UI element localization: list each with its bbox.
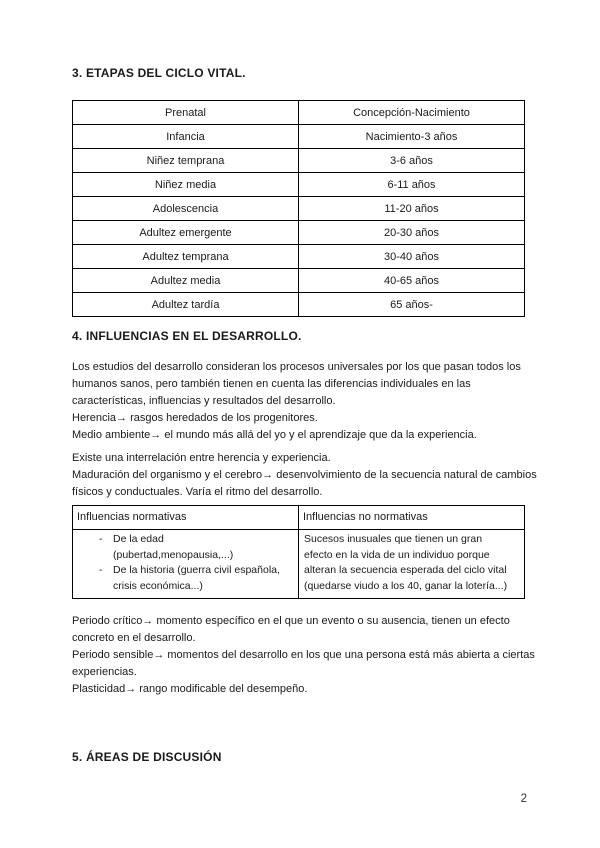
range-cell: 40-65 años [298, 268, 525, 293]
table-row: Adultez temprana 30-40 años [72, 244, 525, 269]
cell-text-line: alteran la secuencia esperada del ciclo … [304, 564, 507, 576]
cell-text-line: efecto en la vida de un individuo porque [304, 548, 490, 561]
influences-table-body: Influencias normativas Influencias no no… [72, 505, 525, 599]
stage-cell: Prenatal [72, 100, 299, 125]
stages-table: Prenatal Concepción-Nacimiento Infancia … [72, 100, 525, 317]
table-row: - De la edad (pubertad,menopausia,...) -… [72, 529, 525, 599]
range-cell: 6-11 años [298, 172, 525, 197]
stage-cell: Niñez media [72, 172, 299, 197]
table-row: Adultez media 40-65 años [72, 268, 525, 293]
section-etapas-heading: 3. ETAPAS DEL CICLO VITAL. [72, 66, 246, 80]
range-cell: 3-6 años [298, 148, 525, 173]
cell-text-line: (quedarse viudo a los 40, ganar la loter… [304, 579, 508, 592]
range-cell: Concepción-Nacimiento [298, 100, 525, 125]
stage-cell: Niñez temprana [72, 148, 299, 173]
stage-cell: Adultez media [72, 268, 299, 293]
paragraph-medio-ambiente: Medio ambiente→ el mundo más allá del yo… [72, 429, 477, 441]
stage-cell: Adultez tardía [72, 292, 299, 317]
list-item: - De la historia (guerra civil española,… [78, 563, 293, 594]
range-cell: 30-40 años [298, 244, 525, 269]
paragraph-herencia: Herencia→ rasgos heredados de los progen… [72, 412, 318, 424]
table-row: Niñez temprana 3-6 años [72, 148, 525, 173]
paragraph-intro: Los estudios del desarrollo consideran l… [72, 361, 521, 407]
range-cell: 11-20 años [298, 196, 525, 221]
normativas-header-cell: Influencias normativas [72, 505, 299, 530]
normativas-cell: - De la edad (pubertad,menopausia,...) -… [72, 529, 299, 599]
range-cell: 20-30 años [298, 220, 525, 245]
table-row: Adultez tardía 65 años- [72, 292, 525, 317]
paragraph-maduracion: Maduración del organismo y el cerebro→ d… [72, 469, 537, 498]
stage-cell: Adultez temprana [72, 244, 299, 269]
stage-cell: Infancia [72, 124, 299, 149]
range-cell: Nacimiento-3 años [298, 124, 525, 149]
table-row: Adolescencia 11-20 años [72, 196, 525, 221]
list-item-line: De la edad [113, 533, 164, 545]
table-row: Infancia Nacimiento-3 años [72, 124, 525, 149]
table-row: Adultez emergente 20-30 años [72, 220, 525, 245]
section-influencias-heading: 4. INFLUENCIAS EN EL DESARROLLO. [72, 329, 302, 343]
list-item-text: De la historia (guerra civil española, c… [113, 563, 293, 594]
dash-bullet-icon: - [99, 564, 103, 576]
paragraph-interrelacion: Existe una interrelación entre herencia … [72, 452, 331, 464]
no-normativas-header-cell: Influencias no normativas [298, 505, 525, 530]
list-item-line: De la historia (guerra civil española, [113, 564, 280, 576]
page-number: 2 [520, 793, 527, 805]
table-row: Niñez media 6-11 años [72, 172, 525, 197]
list-item-line: crisis económica...) [113, 579, 203, 592]
dash-bullet-icon: - [99, 533, 103, 545]
list-item: - De la edad (pubertad,menopausia,...) [78, 532, 293, 563]
list-item-line: (pubertad,menopausia,...) [113, 548, 234, 561]
cell-text-line: Sucesos inusuales que tienen un gran [304, 533, 483, 545]
range-cell: 65 años- [298, 292, 525, 317]
section-areas-heading: 5. ÁREAS DE DISCUSIÓN [72, 750, 222, 764]
influences-table: Influencias normativas Influencias no no… [72, 505, 525, 599]
list-item-text: De la edad (pubertad,menopausia,...) [113, 532, 293, 563]
no-normativas-cell: Sucesos inusuales que tienen un gran efe… [298, 529, 525, 599]
stage-cell: Adultez emergente [72, 220, 299, 245]
paragraph-plasticidad: Plasticidad→ rango modificable del desem… [72, 683, 308, 695]
stage-cell: Adolescencia [72, 196, 299, 221]
stages-table-body: Prenatal Concepción-Nacimiento Infancia … [72, 100, 525, 317]
table-header-row: Influencias normativas Influencias no no… [72, 505, 525, 530]
paragraph-periodo-sensible: Periodo sensible→ momentos del desarroll… [72, 649, 535, 678]
paragraph-periodo-critico: Periodo crítico→ momento específico en e… [72, 615, 510, 644]
table-row: Prenatal Concepción-Nacimiento [72, 100, 525, 125]
